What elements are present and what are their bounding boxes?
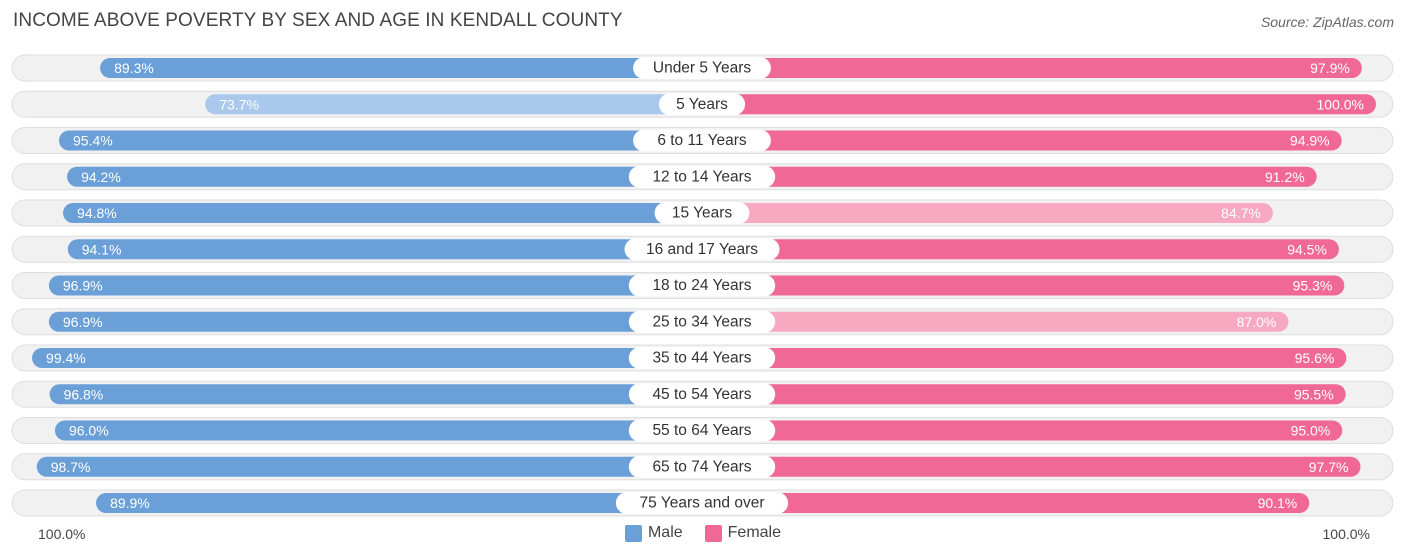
female-bar: [702, 420, 1343, 441]
male-value-label: 99.4%: [46, 350, 86, 366]
male-bar: [48, 275, 703, 296]
legend-female-label: Female: [727, 524, 782, 541]
female-bar: [702, 166, 1317, 187]
category-pill: [658, 93, 746, 116]
bar-chart: 89.3% 97.9% Under 5 Years 73.7% 100.0% 5 Year…: [11, 54, 1394, 517]
axis-right-label: 100.0%: [1322, 526, 1370, 542]
category-label: 55 to 64 Years: [652, 422, 751, 439]
male-bar: [63, 203, 703, 223]
male-bar: [49, 384, 703, 405]
category-pill: [624, 238, 780, 261]
category-label: 18 to 24 Years: [652, 277, 751, 294]
male-value-label: 94.1%: [82, 241, 122, 257]
female-bar: [702, 275, 1345, 296]
legend-male-label: Male: [647, 524, 683, 541]
female-bar: [702, 94, 1376, 115]
legend: Male Female: [0, 524, 1406, 542]
female-bar: [702, 239, 1339, 260]
female-value-label: 91.2%: [1265, 169, 1305, 185]
male-value-label: 96.9%: [63, 314, 103, 330]
category-label: Under 5 Years: [653, 60, 751, 77]
category-pill: [628, 419, 776, 442]
category-pill: [628, 455, 776, 478]
female-bar: [702, 311, 1289, 332]
male-value-label: 73.7%: [219, 96, 259, 112]
female-value-label: 95.3%: [1293, 278, 1333, 294]
category-label: 25 to 34 Years: [652, 313, 751, 330]
male-bar: [36, 456, 702, 477]
legend-item-female[interactable]: Female: [704, 524, 782, 542]
category-pill: [628, 165, 776, 188]
category-pill: [628, 274, 776, 297]
male-bar: [96, 493, 703, 513]
female-value-label: 97.9%: [1310, 60, 1350, 76]
female-value-label: 87.0%: [1237, 314, 1277, 330]
male-value-label: 95.4%: [73, 133, 113, 149]
category-label: 75 Years and over: [640, 495, 765, 512]
female-bar: [702, 384, 1346, 405]
male-value-label: 96.8%: [64, 386, 104, 402]
male-value-label: 89.9%: [110, 495, 150, 511]
male-bar: [67, 166, 703, 187]
category-pill: [615, 492, 789, 514]
male-value-label: 89.3%: [114, 60, 154, 76]
category-label: 45 to 54 Years: [652, 386, 751, 403]
category-label: 6 to 11 Years: [657, 132, 747, 149]
category-label: 5 Years: [676, 96, 728, 113]
female-value-label: 97.7%: [1309, 459, 1349, 475]
axis-left-label: 100.0%: [38, 526, 86, 542]
chart-title: INCOME ABOVE POVERTY BY SEX AND AGE IN K…: [13, 10, 623, 31]
female-bar: [702, 58, 1362, 78]
category-pill: [633, 129, 771, 152]
category-pill: [628, 347, 776, 369]
female-bar: [702, 493, 1310, 513]
male-bar: [67, 239, 703, 260]
male-bar: [54, 420, 702, 441]
male-value-label: 98.7%: [51, 459, 91, 475]
category-label: 65 to 74 Years: [652, 458, 751, 475]
female-value-label: 84.7%: [1221, 205, 1261, 221]
category-label: 12 to 14 Years: [652, 168, 751, 185]
female-value-label: 95.0%: [1291, 423, 1331, 439]
female-bar: [702, 348, 1347, 368]
source-note: Source: ZipAtlas.com: [1260, 14, 1394, 30]
female-bar: [702, 130, 1342, 151]
category-pill: [654, 202, 750, 224]
legend-item-male[interactable]: Male: [624, 524, 683, 542]
female-bar: [702, 203, 1273, 223]
category-label: 15 Years: [672, 205, 733, 222]
female-value-label: 95.5%: [1294, 386, 1334, 402]
male-bar: [32, 348, 702, 368]
male-value-label: 94.2%: [81, 169, 121, 185]
male-bar: [48, 311, 703, 332]
female-value-label: 95.6%: [1295, 350, 1335, 366]
female-bar: [702, 456, 1361, 477]
male-bar: [100, 58, 703, 78]
male-bar: [59, 130, 702, 151]
female-value-label: 94.5%: [1287, 241, 1327, 257]
female-value-label: 100.0%: [1317, 96, 1364, 112]
male-value-label: 94.8%: [77, 205, 117, 221]
male-swatch: [624, 524, 642, 542]
category-label: 16 and 17 Years: [646, 241, 758, 258]
category-pill: [633, 57, 771, 79]
category-pill: [628, 383, 776, 406]
female-value-label: 94.9%: [1290, 133, 1330, 149]
category-pill: [628, 310, 776, 333]
male-bar: [205, 94, 702, 115]
male-value-label: 96.9%: [63, 278, 103, 294]
male-value-label: 96.0%: [69, 423, 109, 439]
category-label: 35 to 44 Years: [652, 350, 751, 367]
female-value-label: 90.1%: [1258, 495, 1298, 511]
female-swatch: [704, 524, 722, 542]
